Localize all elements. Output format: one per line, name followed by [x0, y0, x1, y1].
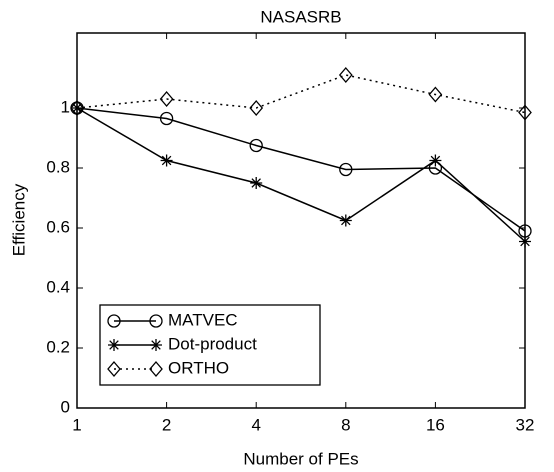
marker [70, 100, 84, 116]
series-line [76, 107, 526, 232]
marker [250, 177, 263, 189]
series-line [76, 74, 526, 114]
marker [107, 361, 121, 377]
y-tick-label: 0.8 [46, 157, 70, 176]
x-tick-label: 2 [162, 415, 171, 434]
marker [149, 361, 163, 377]
plot-frame [76, 32, 526, 409]
x-tick-label: 16 [426, 415, 445, 434]
marker [519, 235, 531, 248]
y-tick-label: 1 [61, 97, 70, 116]
marker [107, 314, 121, 328]
marker [428, 86, 443, 103]
marker [108, 339, 120, 351]
x-axis-label: Number of PEs [243, 449, 358, 468]
x-tick-label: 8 [341, 415, 350, 434]
y-axis-label: Efficiency [9, 183, 28, 256]
x-tick-label: 32 [516, 415, 535, 434]
x-tick-label: 4 [251, 415, 260, 434]
marker [149, 314, 163, 328]
legend-label: ORTHO [168, 358, 229, 377]
x-tick-label: 1 [72, 415, 81, 434]
legend-label: MATVEC [168, 310, 238, 329]
marker [150, 339, 162, 351]
y-tick-label: 0 [61, 397, 70, 416]
marker [160, 154, 173, 167]
marker [159, 111, 174, 126]
y-tick-label: 0.2 [46, 337, 70, 356]
marker [249, 100, 264, 116]
marker [339, 162, 353, 177]
marker [338, 67, 353, 83]
marker [339, 214, 352, 227]
legend-label: Dot-product [168, 334, 257, 353]
y-tick-label: 0.4 [46, 277, 70, 296]
series-line [76, 107, 526, 243]
chart-title: NASASRB [260, 7, 341, 26]
marker [518, 104, 532, 121]
y-tick-label: 0.6 [46, 217, 70, 236]
marker [159, 91, 174, 107]
marker [429, 154, 442, 167]
marker [249, 138, 263, 153]
